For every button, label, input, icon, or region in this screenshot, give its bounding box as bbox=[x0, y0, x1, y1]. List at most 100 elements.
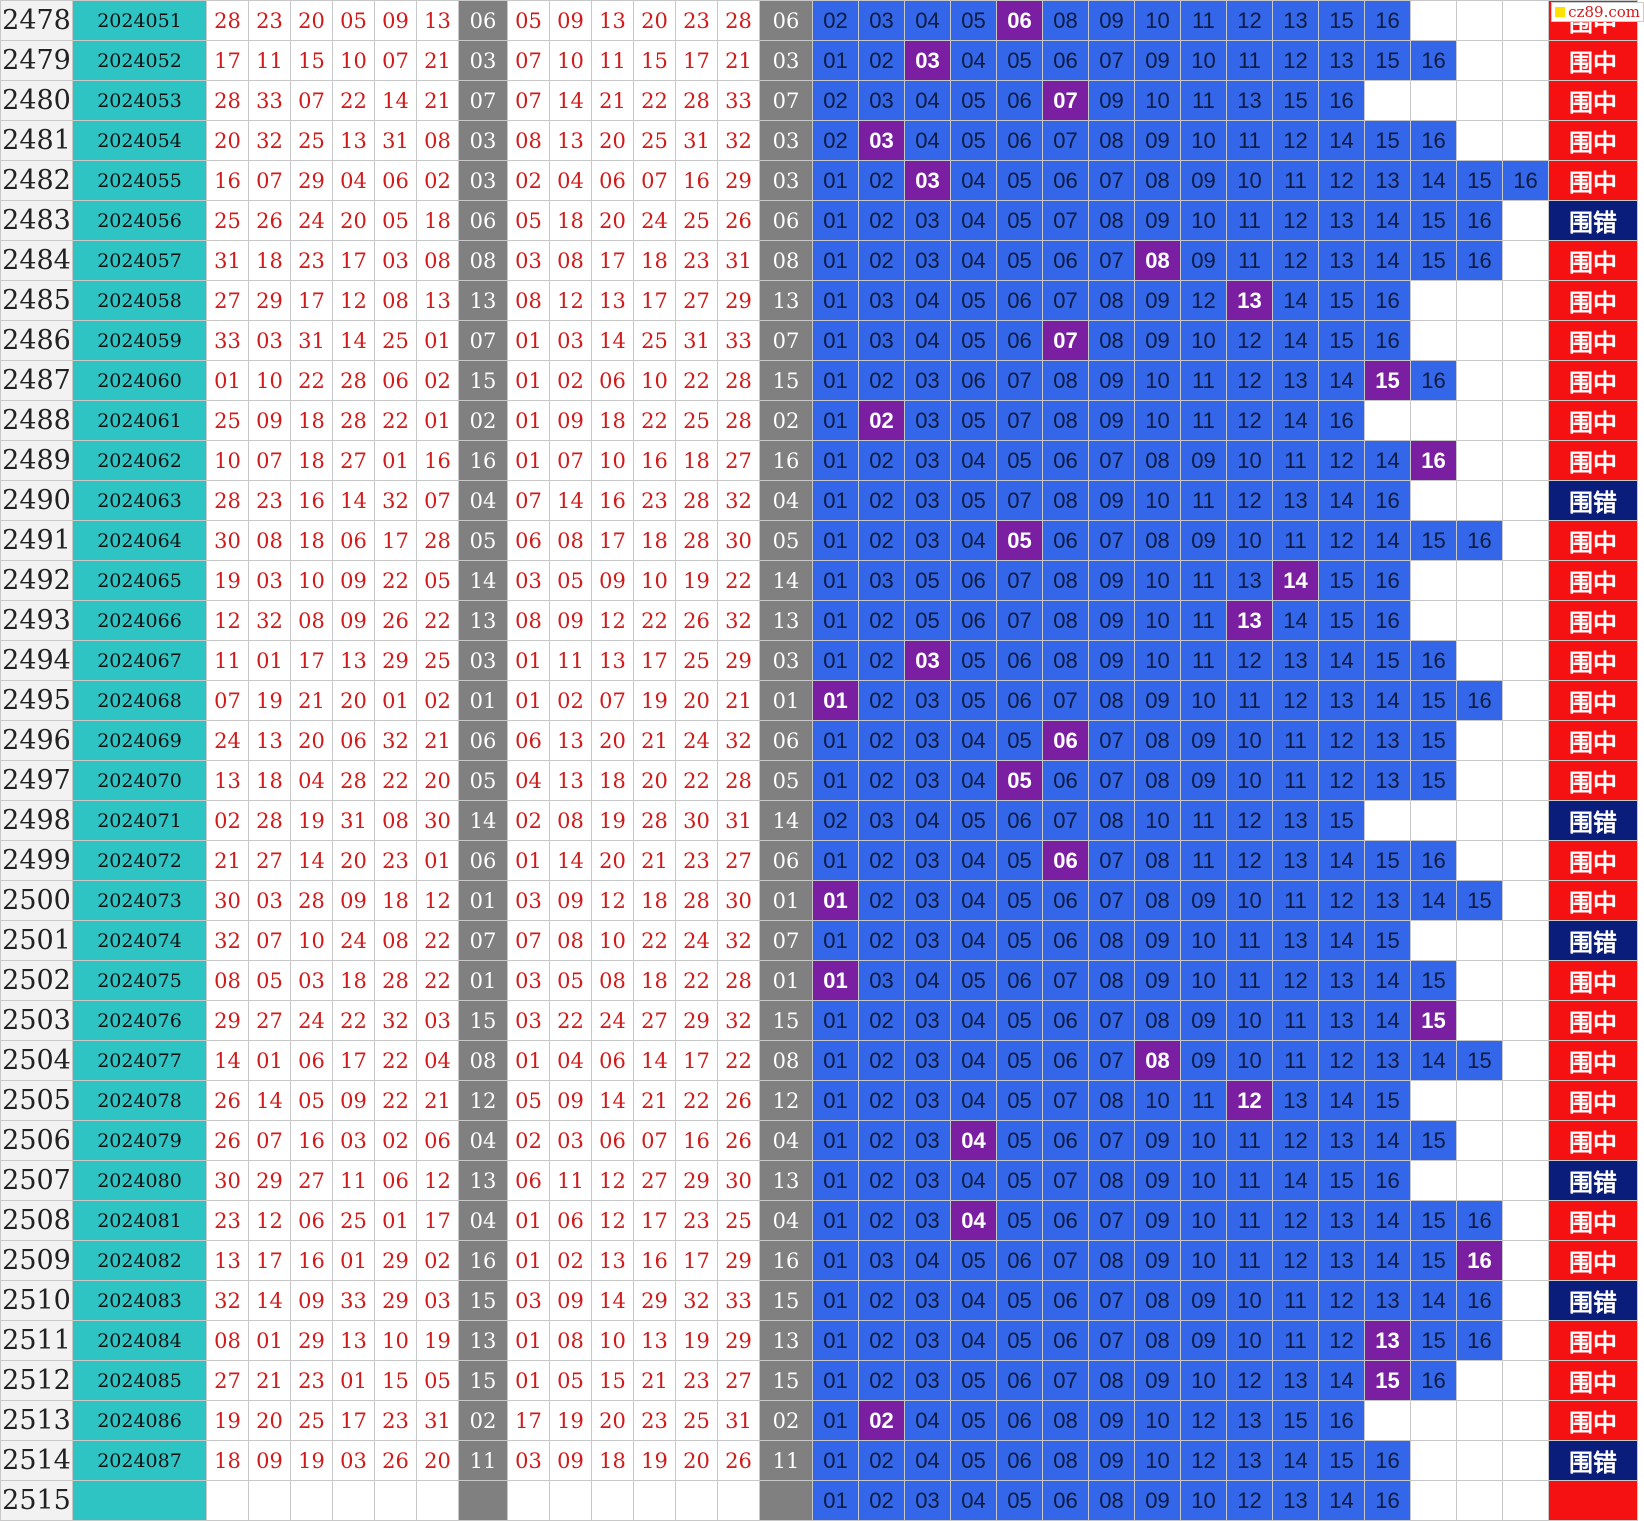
pool-number: 13 bbox=[1318, 1120, 1365, 1161]
table-row: 2502 2024075 08 05 03 18 28 22 01 03 05 08 18 22 28 01 0… bbox=[0, 960, 1638, 1001]
pool-number: 08 bbox=[1042, 1440, 1089, 1481]
pool-number: 11 bbox=[1226, 1200, 1273, 1241]
draw-number: 02 bbox=[416, 1240, 459, 1281]
pool-number: 07 bbox=[1088, 240, 1135, 281]
row-number: 2479 bbox=[0, 40, 73, 81]
sorted-number: 31 bbox=[717, 800, 760, 841]
pool-number: 14 bbox=[1318, 1080, 1365, 1121]
key-number: 03 bbox=[458, 40, 508, 81]
pool-number-hit: 13 bbox=[1364, 1320, 1411, 1361]
row-number: 2484 bbox=[0, 240, 73, 281]
table-row: 2484 2024057 31 18 23 17 03 08 08 03 08 17 18 23 31 08 0… bbox=[0, 240, 1638, 281]
pool-number: 11 bbox=[1272, 160, 1319, 201]
pool-number: 01 bbox=[812, 160, 859, 201]
pool-number: 10 bbox=[1180, 1200, 1227, 1241]
draw-number: 12 bbox=[416, 1160, 459, 1201]
pool-number: 12 bbox=[1226, 1480, 1273, 1521]
key-number-repeat: 03 bbox=[759, 640, 813, 681]
key-number: 02 bbox=[458, 1400, 508, 1441]
draw-number: 17 bbox=[332, 1040, 375, 1081]
pool-number: 16 bbox=[1456, 240, 1503, 281]
draw-number: 07 bbox=[416, 480, 459, 521]
pool-number: 15 bbox=[1318, 0, 1365, 41]
draw-number bbox=[248, 1480, 291, 1521]
pool-number: 08 bbox=[1088, 200, 1135, 241]
draw-number: 01 bbox=[248, 1320, 291, 1361]
watermark: cz89.com bbox=[1551, 2, 1644, 22]
row-number: 2505 bbox=[0, 1080, 73, 1121]
pool-number: 16 bbox=[1318, 80, 1365, 121]
period-cell: 2024073 bbox=[72, 880, 207, 921]
draw-number: 01 bbox=[416, 320, 459, 361]
pool-number: 11 bbox=[1226, 960, 1273, 1001]
pool-number: 05 bbox=[904, 560, 951, 601]
pool-empty-cell bbox=[1456, 1120, 1503, 1161]
sorted-number: 02 bbox=[507, 800, 550, 841]
pool-number: 09 bbox=[1180, 1280, 1227, 1321]
period-cell: 2024055 bbox=[72, 160, 207, 201]
pool-number: 09 bbox=[1134, 1360, 1181, 1401]
draw-number: 13 bbox=[332, 640, 375, 681]
draw-number: 31 bbox=[206, 240, 249, 281]
period-cell: 2024078 bbox=[72, 1080, 207, 1121]
pool-number: 04 bbox=[904, 320, 951, 361]
pool-number: 12 bbox=[1180, 1400, 1227, 1441]
pool-number: 03 bbox=[858, 560, 905, 601]
key-number: 01 bbox=[458, 680, 508, 721]
pool-empty-cell bbox=[1410, 320, 1457, 361]
pool-number: 06 bbox=[1042, 920, 1089, 961]
draw-number: 14 bbox=[332, 320, 375, 361]
sorted-number: 09 bbox=[549, 1440, 592, 1481]
sorted-number: 21 bbox=[717, 680, 760, 721]
pool-number: 06 bbox=[996, 640, 1043, 681]
pool-number: 12 bbox=[1272, 120, 1319, 161]
sorted-number: 07 bbox=[549, 440, 592, 481]
pool-number: 10 bbox=[1134, 800, 1181, 841]
pool-number: 01 bbox=[812, 1080, 859, 1121]
pool-number-hit: 01 bbox=[812, 960, 859, 1001]
sorted-number: 08 bbox=[507, 280, 550, 321]
pool-number: 01 bbox=[812, 360, 859, 401]
sorted-number: 22 bbox=[549, 1000, 592, 1041]
draw-number: 16 bbox=[290, 1120, 333, 1161]
pool-number: 15 bbox=[1410, 680, 1457, 721]
sorted-number: 18 bbox=[633, 240, 676, 281]
draw-number: 18 bbox=[206, 1440, 249, 1481]
sorted-number: 31 bbox=[717, 1400, 760, 1441]
sorted-number: 31 bbox=[675, 320, 718, 361]
sorted-number: 07 bbox=[507, 40, 550, 81]
row-number: 2499 bbox=[0, 840, 73, 881]
pool-number: 14 bbox=[1410, 1040, 1457, 1081]
table-row: 2512 2024085 27 21 23 01 15 05 15 01 05 15 21 23 27 15 0… bbox=[0, 1360, 1638, 1401]
pool-number: 04 bbox=[950, 920, 997, 961]
key-number-repeat: 08 bbox=[759, 240, 813, 281]
pool-number: 04 bbox=[904, 1240, 951, 1281]
sorted-number bbox=[591, 1480, 634, 1521]
pool-number: 06 bbox=[950, 600, 997, 641]
pool-number: 08 bbox=[1088, 960, 1135, 1001]
period-cell: 2024081 bbox=[72, 1200, 207, 1241]
pool-number: 01 bbox=[812, 720, 859, 761]
pool-number: 08 bbox=[1088, 680, 1135, 721]
sorted-number: 18 bbox=[675, 440, 718, 481]
draw-number: 32 bbox=[374, 1000, 417, 1041]
pool-number: 16 bbox=[1410, 40, 1457, 81]
pool-number: 09 bbox=[1134, 920, 1181, 961]
pool-number: 11 bbox=[1272, 1320, 1319, 1361]
pool-number: 07 bbox=[1088, 840, 1135, 881]
sorted-number: 32 bbox=[717, 1000, 760, 1041]
pool-number: 04 bbox=[904, 280, 951, 321]
draw-number: 27 bbox=[206, 280, 249, 321]
draw-number: 12 bbox=[206, 600, 249, 641]
sorted-number: 01 bbox=[507, 1240, 550, 1281]
sorted-number: 29 bbox=[717, 280, 760, 321]
draw-number: 29 bbox=[374, 1240, 417, 1281]
pool-number: 12 bbox=[1318, 880, 1365, 921]
pool-number: 06 bbox=[996, 1400, 1043, 1441]
result-badge: 围中 bbox=[1548, 680, 1638, 721]
pool-number: 06 bbox=[1042, 1280, 1089, 1321]
pool-number: 14 bbox=[1364, 520, 1411, 561]
key-number: 16 bbox=[458, 440, 508, 481]
table-row: 2492 2024065 19 03 10 09 22 05 14 03 05 09 10 19 22 14 0… bbox=[0, 560, 1638, 601]
pool-empty-cell bbox=[1456, 1080, 1503, 1121]
